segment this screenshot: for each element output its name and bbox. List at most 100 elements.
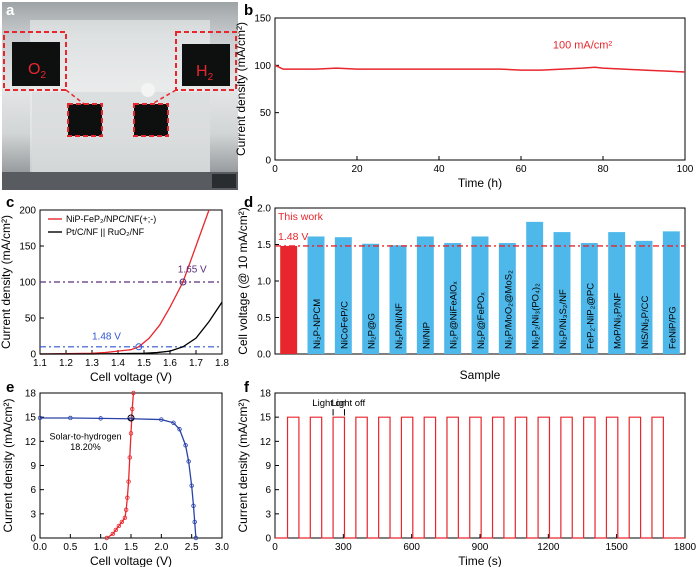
x-tick-label: 1.3 <box>85 358 99 369</box>
data-point <box>127 455 132 460</box>
bar <box>635 240 653 354</box>
x-tick-label: 0.0 <box>33 542 47 553</box>
y-tick-label: 18 <box>25 389 37 400</box>
series-electrolyzer <box>106 392 135 539</box>
data-point <box>98 416 103 421</box>
o2-label: O2 <box>28 61 46 81</box>
bar <box>389 245 407 354</box>
plot-frame <box>274 17 686 161</box>
y-tick-label: 1.5 <box>257 240 271 251</box>
data-point <box>186 459 191 464</box>
annotation-light-on: Light on <box>312 398 346 409</box>
x-tick-label: 1800 <box>674 542 697 553</box>
bar <box>362 243 380 354</box>
x-tick-label: 0 <box>272 164 278 175</box>
bar-label: Ni₂P@FePOₓ <box>476 292 487 349</box>
annotation-line-2: 18.20% <box>70 442 101 452</box>
electrolyzer-photo: O2 H2 <box>2 2 238 190</box>
data-point <box>122 515 128 521</box>
bar-label: FeP₂-NiP₂@PC <box>585 283 596 349</box>
electrolyte <box>32 92 210 172</box>
annotation-light-off: Light off <box>332 398 366 409</box>
this-work-label: This work <box>278 211 324 223</box>
bar <box>416 236 434 354</box>
y-tick-label: 12 <box>25 437 37 448</box>
anode-electrode <box>67 103 103 137</box>
chart-f-light-switching: 0 300 600 900 1200 1500 1800 0 3 6 9 12 15 18 Time (s)… <box>236 389 697 567</box>
data-point <box>123 507 129 513</box>
x-tick-label: 1.2 <box>59 358 73 369</box>
y-tick-label: 0 <box>30 350 36 361</box>
data-point <box>193 535 199 541</box>
plot-frame <box>274 392 686 539</box>
bar <box>498 243 516 354</box>
bar-label: Ni₂P-NPCM <box>312 299 323 349</box>
y-tick-label: 0 <box>265 156 271 167</box>
bar <box>553 232 571 354</box>
bar-label: Ni₂P/Ni₃S₂/NF <box>558 289 569 349</box>
annotation-line-1: Solar-to-hydrogen <box>49 432 121 442</box>
x-tick-label: 80 <box>597 164 609 175</box>
bar <box>608 232 626 354</box>
data-point <box>37 415 43 421</box>
bar-label: Ni₂P₂/Ni₃(PO₄)₂ <box>531 283 542 349</box>
annotation-label: 100 mA/cm² <box>553 39 613 51</box>
h2-connector <box>151 89 177 105</box>
data-point <box>119 519 125 525</box>
x-tick-label: 600 <box>403 542 420 553</box>
x-tick-label: 1.7 <box>189 358 203 369</box>
data-point <box>125 495 130 500</box>
photo-drawing: O2 H2 <box>2 20 238 190</box>
x-tick-label: 40 <box>433 164 445 175</box>
legend-label: NiP-FeP₂/NPC/NF(+;-) <box>66 214 156 224</box>
x-tick-label: 3.0 <box>215 542 229 553</box>
x-tick-label: 0.5 <box>63 542 77 553</box>
bar <box>444 243 462 354</box>
x-tick-label: 1500 <box>606 542 629 553</box>
photo-base <box>2 172 238 190</box>
y-axis-label: Current density (mA/cm²) <box>0 215 13 349</box>
panel-letter-b: b <box>244 2 253 19</box>
bubble-collector <box>141 83 155 97</box>
data-point <box>110 531 115 537</box>
chart-d-voltage-comparison: 0.0 0.5 1.0 1.5 2.0 Cell voltage (@ 10 mA/cm²… <box>236 204 686 382</box>
bar-label: FeNiP/PG <box>667 306 678 349</box>
x-tick-label: 1.1 <box>33 358 47 369</box>
x-axis-label: Cell voltage (V) <box>90 370 172 384</box>
y-tick-label: 0.0 <box>257 350 271 361</box>
y-tick-label: 150 <box>19 242 36 253</box>
h2-inset-frame <box>175 31 237 91</box>
chart-e-solar-iv: 0.0 0.5 1.0 1.5 2.0 2.5 3.0 0 3 6 9 12 15 18 Cell volt… <box>1 389 229 567</box>
data-point <box>192 519 197 525</box>
data-point <box>177 427 182 432</box>
annotation-1-65: 1.65 V <box>178 265 207 276</box>
marker-1-48 <box>135 343 143 351</box>
y-tick-label: 50 <box>25 314 37 325</box>
x-tick-label: 1200 <box>537 542 560 553</box>
y-tick-label: 2.0 <box>257 204 271 215</box>
reference-label: 1.48 V <box>278 231 308 243</box>
bar-this-work <box>280 245 298 354</box>
annotation-1-48: 1.48 V <box>92 332 121 343</box>
o2-connector <box>65 89 85 105</box>
series-switching <box>275 416 685 539</box>
o2-inset-frame <box>3 31 67 91</box>
y-tick-label: 0 <box>30 534 36 545</box>
y-tick-label: 3 <box>265 509 271 520</box>
x-tick-label: 1.5 <box>124 542 138 553</box>
y-tick-label: 9 <box>30 461 36 472</box>
bar-label: Ni/NiP <box>421 322 432 349</box>
bar <box>662 231 680 354</box>
bar <box>307 236 325 354</box>
x-tick-label: 20 <box>351 164 363 175</box>
bar-label: NiS/Ni₂P/CC <box>640 296 651 349</box>
x-tick-label: 60 <box>515 164 527 175</box>
panel-letter-c: c <box>6 194 14 211</box>
x-tick-label: 1.5 <box>137 358 151 369</box>
photo-corner <box>212 174 236 188</box>
y-tick-label: 0.5 <box>257 313 271 324</box>
data-point <box>131 390 136 396</box>
y-tick-label: 12 <box>260 437 272 448</box>
panel-letter-a: a <box>6 2 15 19</box>
